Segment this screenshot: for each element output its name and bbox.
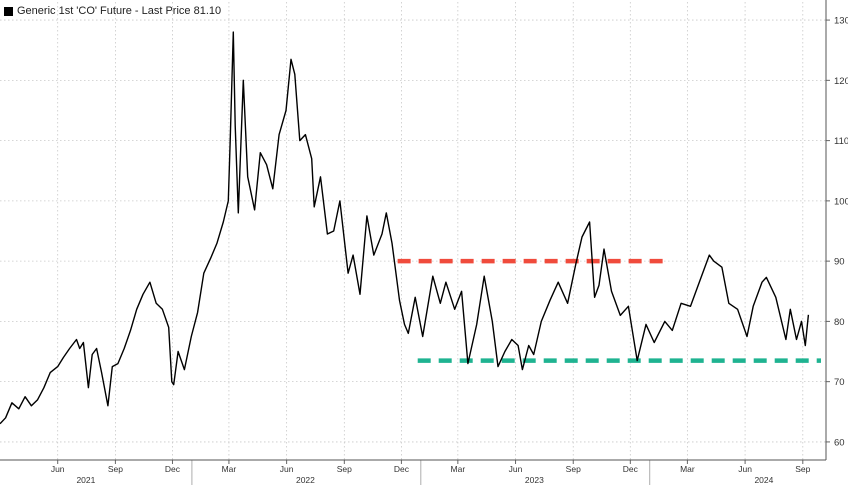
x-tick-label: Sep [566,464,581,474]
y-tick-label: 120 [834,76,848,87]
legend: Generic 1st 'CO' Future - Last Price 81.… [4,5,221,17]
grid-lines [0,2,826,460]
y-tick-label: 130 [834,16,848,27]
y-tick-label: 90 [834,257,845,268]
year-label: 2023 [525,475,544,485]
x-tick-label: Dec [623,464,639,474]
legend-swatch [4,6,13,16]
x-tick-label: Jun [51,464,65,474]
x-tick-label: Sep [795,464,810,474]
x-tick-label: Sep [108,464,123,474]
reference-lines [397,258,821,363]
y-tick-label: 110 [834,136,848,147]
year-label: 2022 [296,475,315,485]
y-tick-label: 80 [834,317,845,328]
x-tick-label: Mar [680,464,695,474]
y-tick-label: 60 [834,437,845,448]
legend-label: Generic 1st 'CO' Future - Last Price 81.… [17,5,222,17]
x-tick-label: Jun [280,464,294,474]
x-tick-label: Jun [509,464,523,474]
year-label: 2021 [76,475,95,485]
x-tick-label: Sep [337,464,352,474]
x-tick-label: Dec [394,464,410,474]
y-tick-label: 100 [834,196,848,207]
year-label: 2024 [754,475,773,485]
x-tick-label: Jun [738,464,752,474]
series-lines [0,31,810,425]
x-tick-label: Mar [222,464,237,474]
x-tick-label: Mar [451,464,466,474]
x-tick-label: Dec [165,464,181,474]
price-line [0,31,810,425]
y-tick-label: 70 [834,377,845,388]
